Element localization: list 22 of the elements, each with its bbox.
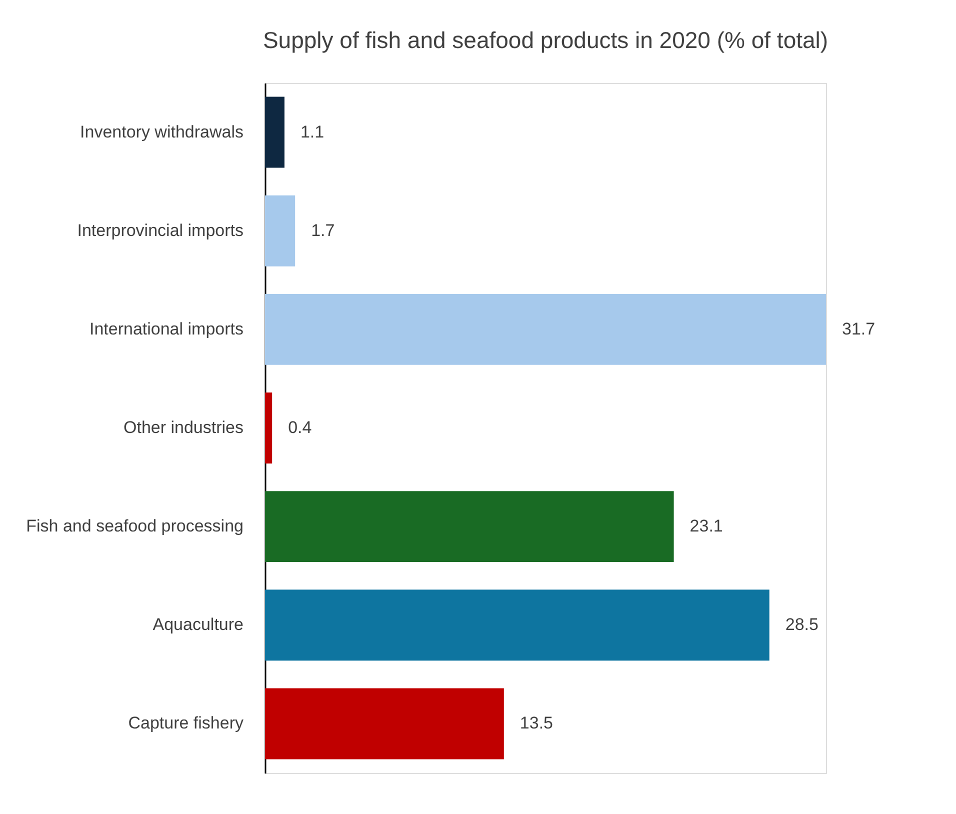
data-label: 1.7 <box>311 220 335 240</box>
y-tick-label: Aquaculture <box>152 615 244 634</box>
y-tick-label: Capture fishery <box>128 714 244 733</box>
bar <box>265 294 826 365</box>
bar <box>265 491 674 562</box>
bar <box>265 96 284 168</box>
bar <box>265 590 770 661</box>
chart-title: Supply of fish and seafood products in 2020 (% of total) <box>262 27 828 53</box>
data-label: 1.1 <box>300 122 324 142</box>
bar <box>265 392 272 464</box>
y-tick-label: Other industries <box>124 418 244 437</box>
y-tick-label: Fish and seafood processing <box>26 516 244 536</box>
y-tick-label: International imports <box>89 319 244 338</box>
data-label: 31.7 <box>842 319 876 338</box>
bar <box>265 195 296 266</box>
bar <box>265 688 504 760</box>
data-label: 13.5 <box>520 714 554 733</box>
y-tick-label: Inventory withdrawals <box>80 122 244 142</box>
y-tick-label: Interprovincial imports <box>77 220 244 240</box>
data-label: 0.4 <box>288 418 312 437</box>
data-label: 23.1 <box>690 516 723 536</box>
data-label: 28.5 <box>785 615 818 634</box>
